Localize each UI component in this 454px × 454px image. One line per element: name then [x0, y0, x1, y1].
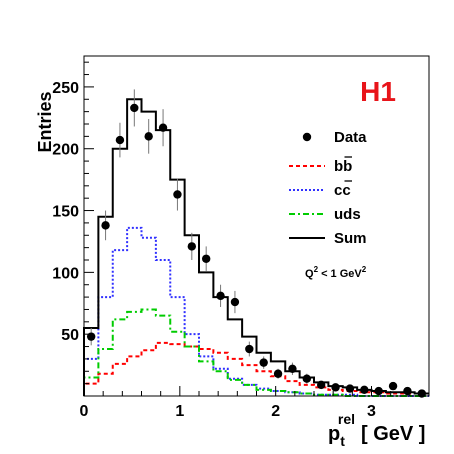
y-tick-label: 200 [52, 142, 79, 159]
data-point [288, 364, 297, 373]
x-tick-label: 1 [175, 403, 184, 420]
y-axis-title: Entries [35, 91, 55, 152]
series-sum-line [83, 98, 429, 396]
plot-layer [83, 89, 429, 398]
data-point [331, 383, 340, 392]
x-tick-label: 0 [80, 403, 89, 420]
legend-data-label: Data [334, 129, 367, 146]
q2-symbol: Q [305, 268, 314, 280]
y-tick-label: 150 [52, 204, 79, 221]
legend-bb-label: bb [334, 158, 352, 175]
data-point [273, 369, 283, 378]
h1-logo: H1 [360, 76, 396, 107]
q2-annotation: Q2 < 1 GeV2 [305, 265, 367, 280]
x-axis-title: pt rel [ GeV ] [328, 411, 425, 449]
q2-rest: < 1 GeV [318, 268, 362, 280]
x-axis-title-sup: rel [338, 411, 355, 427]
legend: Data bb cc uds Sum [289, 129, 367, 247]
q2-exponent: 2 [314, 265, 319, 274]
data-point [201, 254, 211, 263]
data-point [115, 135, 125, 145]
x-tick-label: 2 [271, 403, 280, 420]
data-point [302, 374, 312, 383]
axis-layer: 0 1 2 3 50 100 150 200 250 [52, 55, 430, 420]
data-point [230, 297, 240, 307]
x-axis-title-unit: [ GeV ] [361, 423, 425, 445]
data-point [259, 358, 268, 367]
data-point [316, 380, 326, 390]
data-point [403, 386, 412, 396]
data-point [101, 221, 110, 230]
q2-unit-exponent: 2 [362, 265, 367, 274]
legend-data-marker [302, 132, 312, 142]
data-point [130, 103, 139, 113]
data-point [216, 291, 225, 301]
data-point [144, 132, 153, 141]
data-point [374, 386, 383, 396]
data-point [158, 123, 168, 132]
y-tick-label: 50 [61, 327, 79, 344]
x-tick-label: 3 [367, 403, 376, 420]
y-tick-label: 250 [52, 80, 79, 97]
data-point [173, 190, 182, 199]
series-uds-line [83, 308, 429, 397]
data-point [187, 242, 197, 251]
data-point [245, 344, 254, 354]
data-point [360, 385, 369, 395]
x-axis-title-sub: t [340, 433, 345, 449]
data-point [345, 384, 355, 393]
legend-cc-label: cc [334, 182, 351, 199]
legend-sum-label: Sum [334, 230, 367, 247]
y-tick-label: 100 [52, 265, 79, 282]
legend-uds-label: uds [334, 206, 361, 223]
x-axis-title-main: p [328, 423, 340, 445]
data-point [388, 381, 398, 391]
